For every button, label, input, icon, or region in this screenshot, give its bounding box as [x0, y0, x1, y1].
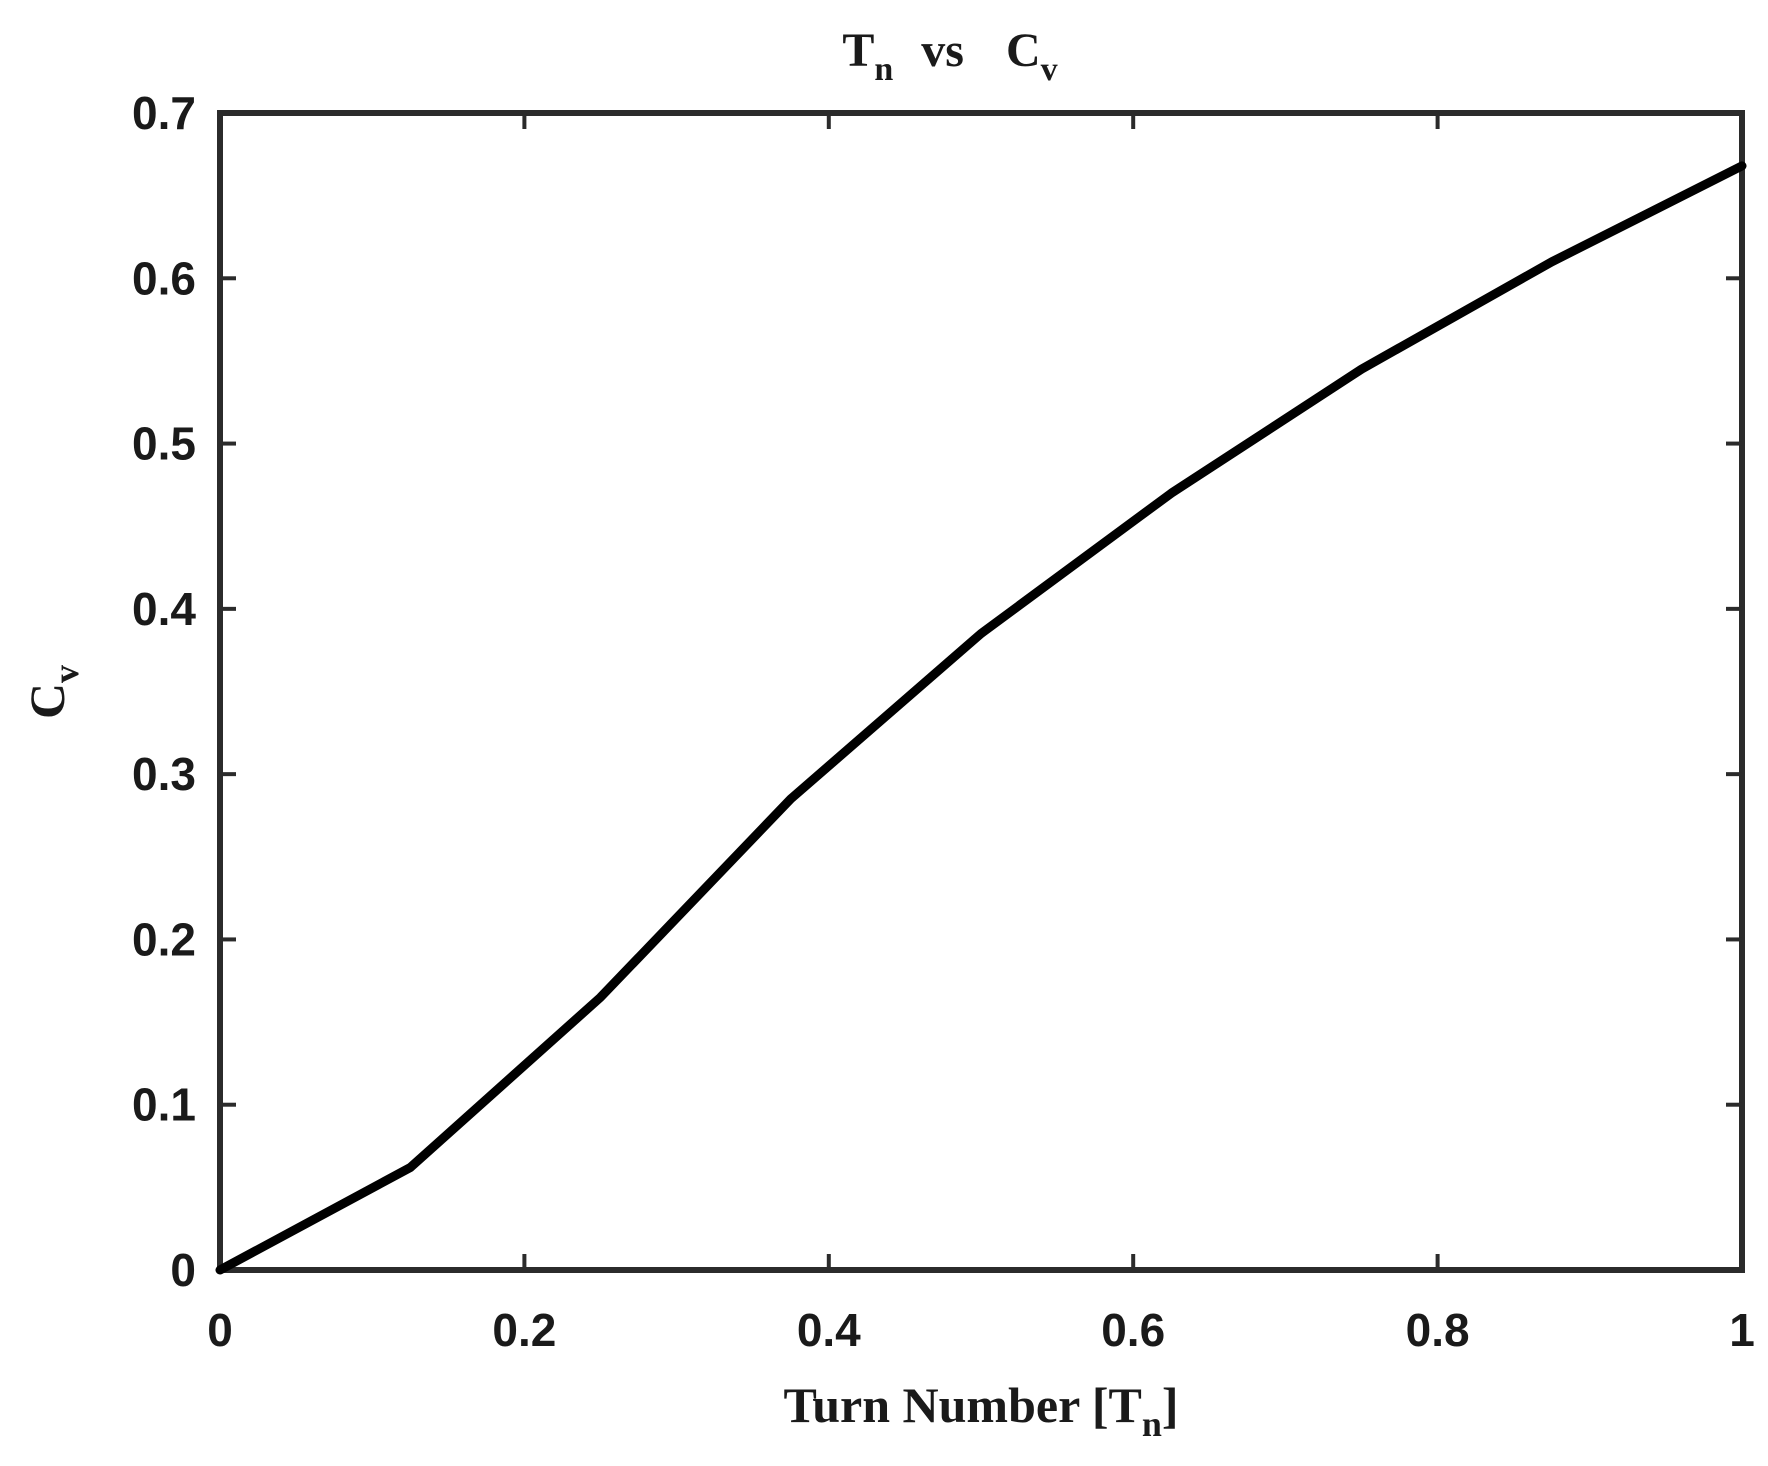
plot-area: [217, 110, 1745, 1273]
y-tick-label: 0.3: [132, 748, 196, 800]
data-point: [220, 1270, 221, 1271]
data-point: [1551, 261, 1552, 262]
data-point: [1742, 165, 1743, 166]
y-tick-label: 0.1: [132, 1079, 196, 1131]
x-tick-label: 0.8: [1406, 1304, 1470, 1356]
series-line: [215, 161, 1747, 1275]
x-axis-ticks: 0 0.2 0.4 0.6 0.8 1: [207, 113, 1755, 1356]
y-tick-label: 0.6: [132, 252, 196, 304]
y-axis-ticks: 0 0.1 0.2 0.3 0.4 0.5 0.6 0.7: [132, 87, 1742, 1296]
data-point: [790, 798, 791, 799]
data-point: [1361, 369, 1362, 370]
title-symbol-t: T: [842, 24, 874, 77]
title-subscript-v: v: [1041, 51, 1058, 88]
x-tick-label: 0.6: [1101, 1304, 1165, 1356]
y-tick-label: 0.7: [132, 87, 196, 139]
y-label-main: C: [19, 683, 75, 719]
title-vs: vs: [921, 24, 964, 77]
data-point: [1171, 493, 1172, 494]
y-tick-label: 0.2: [132, 913, 196, 965]
y-tick-label: 0.5: [132, 418, 196, 470]
y-label-subscript: v: [46, 665, 86, 683]
x-tick-label: 0.2: [492, 1304, 556, 1356]
data-point: [600, 997, 601, 998]
x-tick-label: 0.4: [797, 1304, 861, 1356]
y-tick-label: 0: [170, 1244, 196, 1296]
title-symbol-c: C: [1006, 24, 1041, 77]
data-point: [981, 633, 982, 634]
chart-title: Tn vs Cv: [842, 24, 1057, 88]
x-label-main: Turn Number [T: [783, 1377, 1141, 1433]
svg-text:Turn Number [Tn]: Turn Number [Tn]: [783, 1377, 1178, 1444]
y-tick-label: 0.4: [132, 583, 196, 635]
x-label-subscript: n: [1142, 1404, 1162, 1444]
data-point: [410, 1167, 411, 1168]
x-tick-label: 0: [207, 1304, 233, 1356]
series-group: [215, 161, 1747, 1275]
x-axis-label: Turn Number [Tn]: [783, 1377, 1178, 1444]
x-tick-label: 1: [1729, 1304, 1755, 1356]
x-label-end: ]: [1162, 1377, 1179, 1433]
y-axis-label: Cv: [19, 665, 86, 719]
svg-text:Cv: Cv: [19, 665, 86, 719]
title-subscript-n: n: [874, 51, 893, 88]
